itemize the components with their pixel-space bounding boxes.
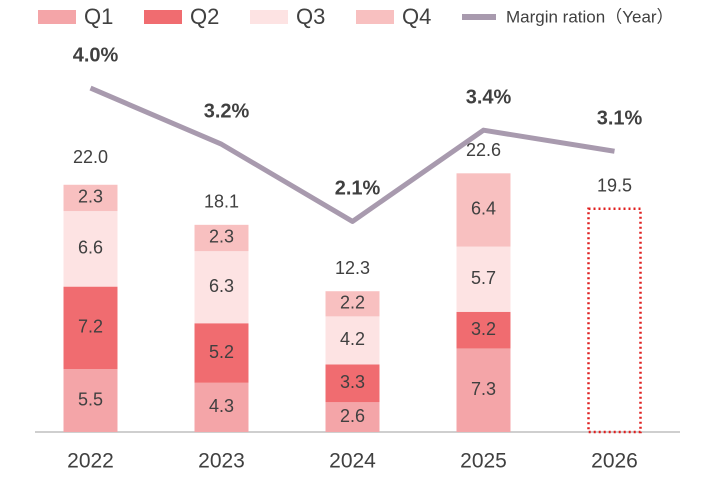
total-label: 19.5 <box>597 176 632 196</box>
data-label: 5.7 <box>471 268 496 288</box>
total-label: 18.1 <box>204 192 239 212</box>
bar-segment <box>63 184 118 212</box>
bar-segment <box>63 211 118 287</box>
bar-segment <box>325 316 380 365</box>
bar-segment <box>63 286 118 370</box>
total-label: 12.3 <box>335 258 370 278</box>
legend-label: Q1 <box>84 4 113 29</box>
data-label: 6.3 <box>209 276 234 296</box>
bar-segment <box>456 246 511 312</box>
line-label: 3.2% <box>204 101 250 123</box>
data-label: 5.2 <box>209 342 234 362</box>
data-label: 2.2 <box>340 293 365 313</box>
line-label: 3.4% <box>466 86 512 108</box>
bar-segment <box>456 173 511 247</box>
bar-segment <box>194 224 249 252</box>
margin-line <box>89 85 615 224</box>
data-label: 3.2 <box>471 319 496 339</box>
line-label: 2.1% <box>335 178 381 200</box>
bar-segment <box>456 311 511 349</box>
bar-segment <box>194 251 249 324</box>
data-label: 7.2 <box>78 317 103 337</box>
legend-label: Margin ration（Year） <box>506 7 674 26</box>
data-label: 4.2 <box>340 329 365 349</box>
legend-swatch <box>356 10 394 24</box>
legend-label: Q4 <box>402 4 431 29</box>
data-label: 4.3 <box>209 396 234 416</box>
data-label: 2.6 <box>340 406 365 426</box>
legend-label: Q3 <box>296 4 325 29</box>
bar-segment <box>63 369 118 432</box>
x-tick-label: 2024 <box>329 450 376 473</box>
x-tick-label: 2023 <box>198 450 245 473</box>
estimate-bar <box>587 207 642 434</box>
line-label: 4.0% <box>73 44 119 66</box>
bar-segment <box>325 402 380 432</box>
legend-swatch <box>38 10 76 24</box>
data-label: 2.3 <box>78 187 103 207</box>
total-label: 22.6 <box>466 140 501 160</box>
bar-segment <box>456 348 511 432</box>
data-label: 7.3 <box>471 379 496 399</box>
x-tick-label: 2022 <box>67 450 114 473</box>
bar-segment <box>325 364 380 403</box>
bar-segment <box>194 323 249 383</box>
data-label: 6.6 <box>78 238 103 258</box>
x-tick-label: 2026 <box>591 450 638 473</box>
line-label: 3.1% <box>597 108 643 130</box>
data-label: 2.3 <box>209 227 234 247</box>
bar-segment <box>325 291 380 317</box>
bar-segment <box>194 382 249 432</box>
total-label: 22.0 <box>73 147 108 167</box>
data-label: 6.4 <box>471 199 496 219</box>
legend-swatch <box>250 10 288 24</box>
legend-swatch <box>144 10 182 24</box>
data-label: 3.3 <box>340 372 365 392</box>
x-tick-label: 2025 <box>460 450 507 473</box>
legend-label: Q2 <box>190 4 219 29</box>
data-label: 5.5 <box>78 389 103 409</box>
